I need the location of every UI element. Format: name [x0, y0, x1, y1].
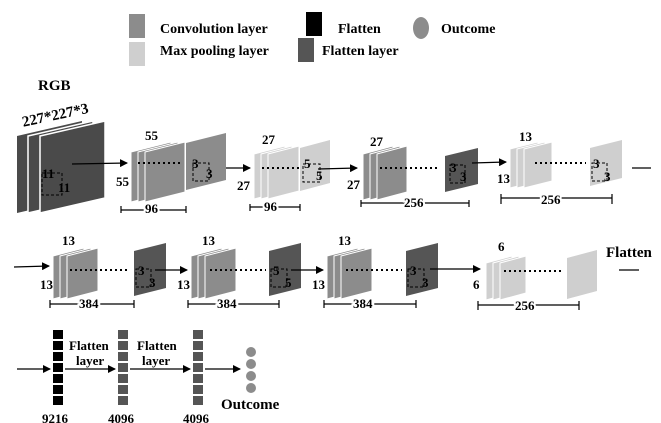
row3-flatten-label-1-line1: Flatten — [69, 338, 109, 353]
conv4-kernel-b: 5 — [285, 275, 292, 290]
pool2-filters-label: 256 — [541, 192, 561, 207]
conv3-kernel-b: 3 — [149, 275, 156, 290]
conv2-kernel-b: 3 — [460, 169, 467, 184]
conv2-top-label: 27 — [370, 134, 384, 149]
pool1-block: 27 27 5 5 96 — [237, 132, 330, 216]
pool1-filters-label: 96 — [264, 199, 278, 214]
conv3-block: 13 13 3 3 384 — [40, 233, 166, 313]
legend: Convolution layer Max pooling layer Flat… — [129, 12, 495, 66]
conv2-side-label: 27 — [347, 177, 361, 192]
conv5-block: 13 13 3 3 384 — [312, 233, 438, 313]
pool3-side-label: 6 — [473, 277, 480, 292]
fc2-column: 4096 — [108, 330, 135, 423]
conv4-top-label: 13 — [202, 233, 216, 248]
row3-flatten-label-2-line2: layer — [142, 353, 170, 368]
conv5-filters-label: 384 — [353, 296, 373, 311]
legend-flatten-layer-swatch — [298, 38, 314, 62]
conv4-block: 13 13 5 5 384 — [177, 233, 301, 313]
pool3-top-label: 6 — [498, 239, 505, 254]
conv4-kernel-a: 5 — [273, 263, 280, 278]
conv5-side-label: 13 — [312, 277, 326, 292]
legend-pool-swatch — [129, 42, 145, 66]
conv4-filters-label: 384 — [217, 296, 237, 311]
legend-pool-label: Max pooling layer — [160, 44, 269, 59]
pool2-kernel-b: 3 — [604, 169, 611, 184]
conv3-filters-label: 384 — [79, 296, 99, 311]
conv1-kernel-a: 3 — [192, 156, 199, 171]
pool1-kernel-a: 5 — [304, 156, 311, 171]
fc3-count-label: 4096 — [183, 411, 210, 423]
fc3-column: 4096 — [183, 330, 210, 423]
input-kernel-a: 11 — [42, 166, 54, 181]
conv1-side-label: 55 — [116, 174, 130, 189]
conv2-block: 27 27 3 3 256 — [347, 134, 478, 212]
legend-outcome-swatch — [413, 17, 429, 39]
conv1-block: 55 55 3 3 96 — [116, 128, 226, 218]
pool2-top-label: 13 — [519, 129, 533, 144]
conv3-side-label: 13 — [40, 277, 54, 292]
pool2-kernel-a: 3 — [593, 156, 600, 171]
outcome-nodes — [246, 347, 256, 393]
conv1-filters-label: 96 — [145, 201, 159, 216]
row2-flatten-label: Flatten — [606, 245, 652, 261]
pool1-side-label: 27 — [237, 178, 251, 193]
pool1-top-label: 27 — [262, 132, 276, 147]
legend-flatten-layer-label: Flatten layer — [322, 44, 399, 59]
conv2-filters-label: 256 — [404, 195, 424, 210]
pool1-kernel-b: 5 — [316, 168, 323, 183]
pool2-block: 13 13 3 3 256 — [497, 129, 622, 209]
pool3-block: 6 6 256 — [473, 239, 597, 315]
legend-conv-swatch — [129, 14, 145, 38]
conv1-kernel-b: 3 — [206, 166, 213, 181]
input-title: RGB — [38, 78, 71, 94]
conv3-top-label: 13 — [62, 233, 76, 248]
input-volume: RGB 227*227*3 11 11 — [17, 78, 106, 214]
conv4-side-label: 13 — [177, 277, 191, 292]
conv5-top-label: 13 — [338, 233, 352, 248]
conv3-kernel-a: 3 — [138, 263, 145, 278]
conv1-top-label: 55 — [145, 128, 159, 143]
pool3-filters-label: 256 — [515, 298, 535, 313]
legend-flatten-swatch — [306, 12, 322, 36]
row3-flatten-label-2-line1: Flatten — [137, 338, 177, 353]
conv5-kernel-b: 3 — [422, 275, 429, 290]
legend-conv-label: Convolution layer — [160, 22, 268, 37]
legend-outcome-label: Outcome — [441, 22, 495, 37]
conv5-kernel-a: 3 — [410, 263, 417, 278]
legend-flatten-label: Flatten — [338, 22, 381, 37]
conv2-kernel-a: 3 — [450, 160, 457, 175]
fc1-column: 9216 — [42, 330, 69, 423]
pool2-side-label: 13 — [497, 171, 511, 186]
fc1-count-label: 9216 — [42, 411, 69, 423]
fc2-count-label: 4096 — [108, 411, 135, 423]
input-kernel-b: 11 — [58, 180, 70, 195]
row3-flatten-label-1-line2: layer — [76, 353, 104, 368]
outcome-label: Outcome — [221, 397, 280, 413]
